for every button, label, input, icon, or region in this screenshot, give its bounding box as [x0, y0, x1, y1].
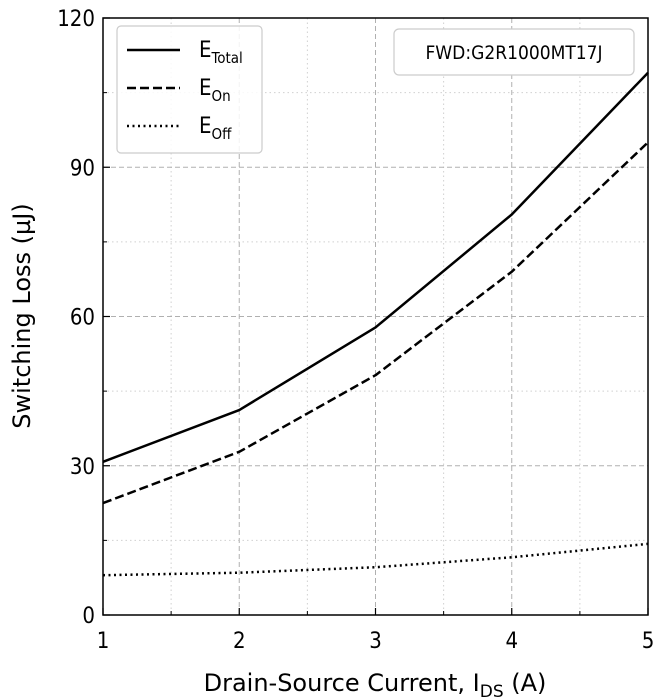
annotation-box: FWD:G2R1000MT17J — [393, 28, 635, 76]
x-tick-label: 2 — [233, 629, 246, 654]
y-tick-label: 60 — [70, 306, 95, 331]
x-tick-label: 1 — [97, 629, 110, 654]
legend-label-on: EOn — [199, 76, 231, 105]
series-layer — [102, 71, 649, 577]
x-axis-label-sub: DS — [480, 682, 504, 700]
y-tick-label: 0 — [82, 604, 95, 629]
x-tick-label: 5 — [642, 629, 655, 654]
y-tick-label: 30 — [70, 455, 95, 480]
legend-label-total: ETotal — [199, 38, 243, 67]
annotation-text: FWD:G2R1000MT17J — [425, 42, 602, 64]
x-axis-label: Drain-Source Current, IDS (A) — [204, 669, 547, 700]
axis-ticks: 1 2 3 4 5 0 30 60 90 120 — [57, 7, 654, 654]
x-tick-label: 4 — [505, 629, 518, 654]
x-tick-label: 3 — [369, 629, 382, 654]
legend-box — [116, 25, 263, 154]
series-line-total — [102, 71, 649, 463]
series-line-on — [102, 141, 649, 505]
annotation-frame — [393, 28, 635, 76]
legend-label-off: EOff — [199, 114, 232, 143]
y-tick-label: 90 — [70, 156, 95, 181]
legend: ETotal EOn EOff — [116, 25, 263, 154]
y-tick-label: 120 — [57, 7, 95, 32]
y-axis-label: Switching Loss (µJ) — [8, 203, 36, 428]
x-axis-label-main: Drain-Source Current, I — [204, 669, 480, 697]
x-axis-label-tail: (A) — [504, 669, 547, 697]
